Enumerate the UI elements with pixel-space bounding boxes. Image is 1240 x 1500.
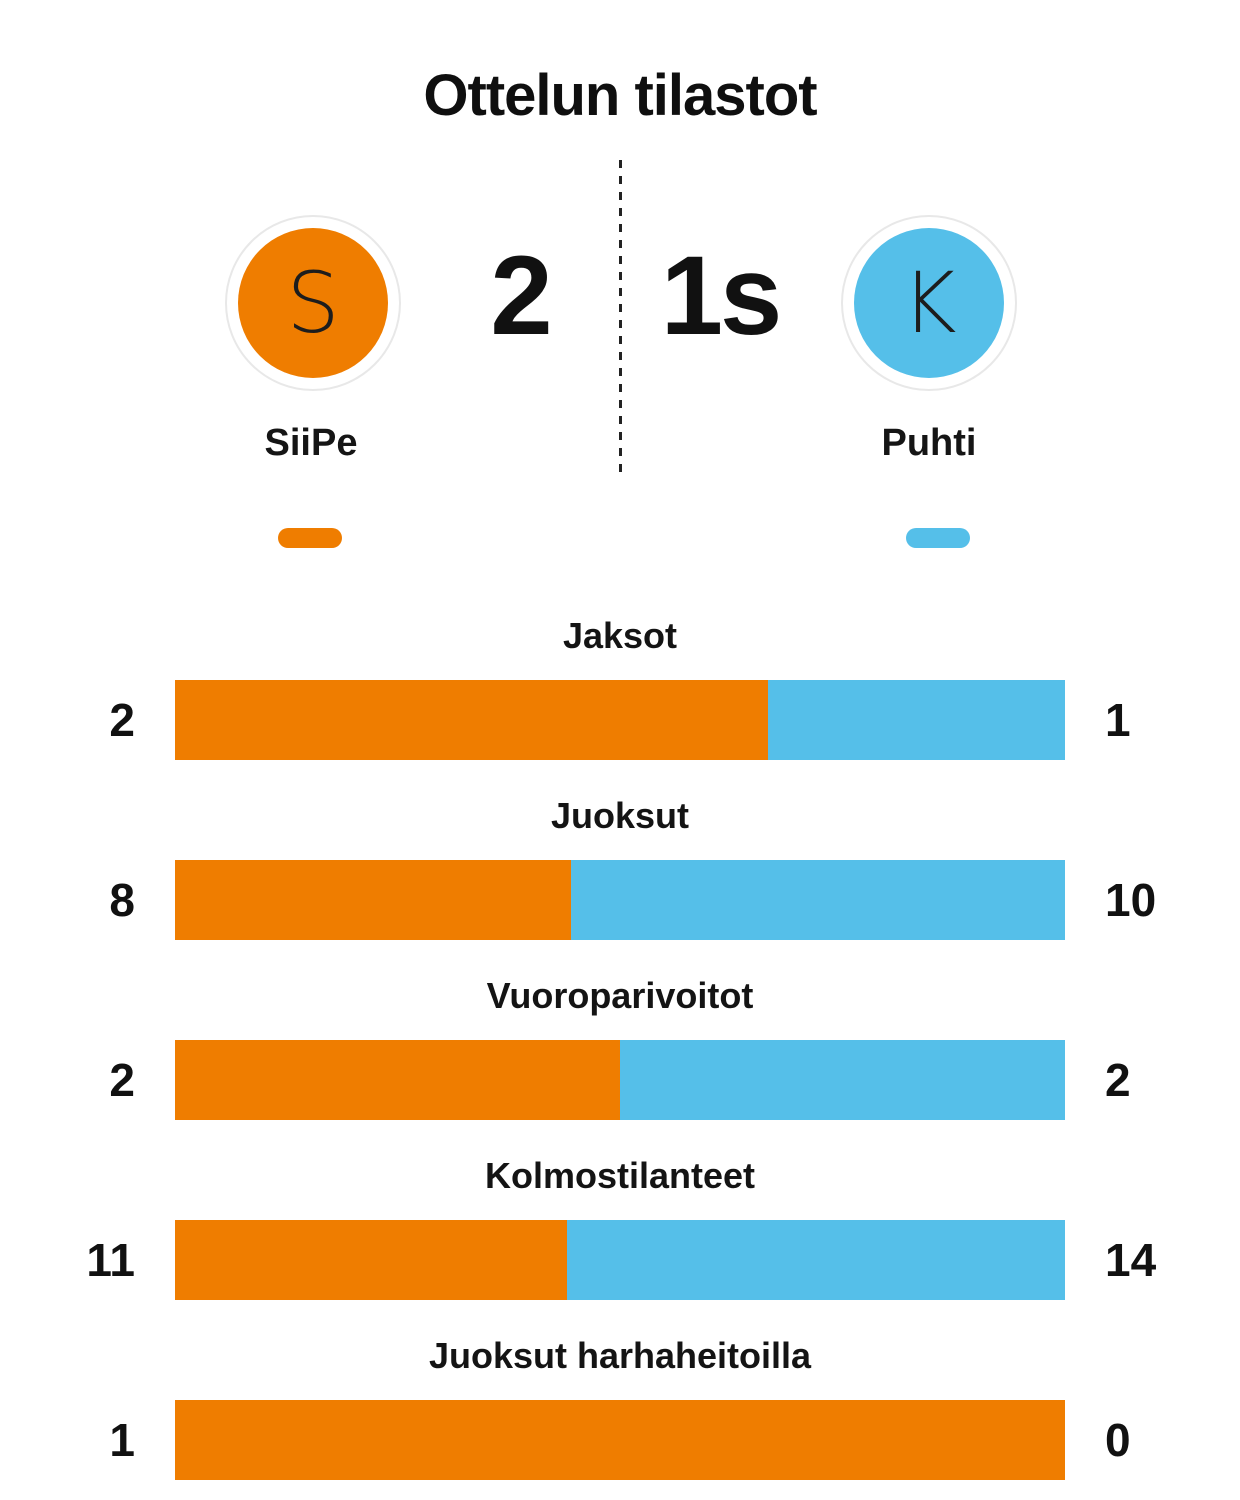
stat-label: Juoksut harhaheitoilla [428, 1335, 812, 1376]
home-color-chip [278, 528, 342, 548]
stat-home-value: 2 [109, 694, 135, 746]
stat-home-value: 11 [86, 1234, 135, 1286]
stat-bar [175, 1400, 1065, 1480]
stat-bar [175, 1220, 1065, 1300]
stat-row: Juoksut harhaheitoilla 1 0 [0, 1334, 1240, 1480]
page-title: Ottelun tilastot [423, 63, 817, 128]
stat-bar [175, 860, 1065, 940]
away-team-badge: K [841, 215, 1017, 391]
away-team-badge-circle: K [854, 228, 1004, 378]
stat-bar-home-segment [175, 1400, 1065, 1480]
stat-label: Kolmostilanteet [484, 1155, 756, 1196]
stat-bar [175, 680, 1065, 760]
home-team-badge-circle: S [238, 228, 388, 378]
stat-bar [175, 1040, 1065, 1120]
stat-row: Juoksut 8 10 [0, 794, 1240, 940]
stat-bar-line: 11 14 [0, 1220, 1240, 1300]
away-color-chip [906, 528, 970, 548]
stat-bar-home-segment [175, 1220, 567, 1300]
stat-away-value: 14 [1105, 1234, 1157, 1286]
stat-bar-home-segment [175, 1040, 620, 1120]
stat-label: Jaksot [562, 615, 678, 656]
home-score: 2 [490, 233, 552, 358]
stat-home-value: 2 [109, 1054, 135, 1106]
stat-bar-away-segment [620, 1040, 1065, 1120]
home-team-badge: S [225, 215, 401, 391]
score-divider-dashed-line [619, 160, 622, 475]
stat-row: Kolmostilanteet 11 14 [0, 1154, 1240, 1300]
stat-label: Juoksut [550, 795, 690, 836]
stat-bar-line: 8 10 [0, 860, 1240, 940]
stat-bar-away-segment [768, 680, 1065, 760]
home-team-initial: S [286, 254, 340, 352]
home-team-name: SiiPe [264, 422, 358, 464]
stat-home-value: 1 [109, 1414, 135, 1466]
stat-bar-away-segment [570, 860, 1065, 940]
stat-label: Vuoroparivoitot [486, 975, 754, 1016]
stat-row: Jaksot 2 1 [0, 614, 1240, 760]
away-score: 1s [660, 233, 783, 358]
stat-bar-home-segment [175, 860, 571, 940]
stat-bar-away-segment [566, 1220, 1065, 1300]
stat-away-value: 10 [1105, 874, 1157, 926]
away-team-name: Puhti [881, 422, 977, 464]
stat-row: Vuoroparivoitot 2 2 [0, 974, 1240, 1120]
away-team-initial: K [901, 254, 957, 352]
stat-away-value: 1 [1105, 694, 1131, 746]
stat-bar-home-segment [175, 680, 769, 760]
stat-home-value: 8 [109, 874, 135, 926]
stat-away-value: 2 [1105, 1054, 1131, 1106]
stat-away-value: 0 [1105, 1414, 1131, 1466]
